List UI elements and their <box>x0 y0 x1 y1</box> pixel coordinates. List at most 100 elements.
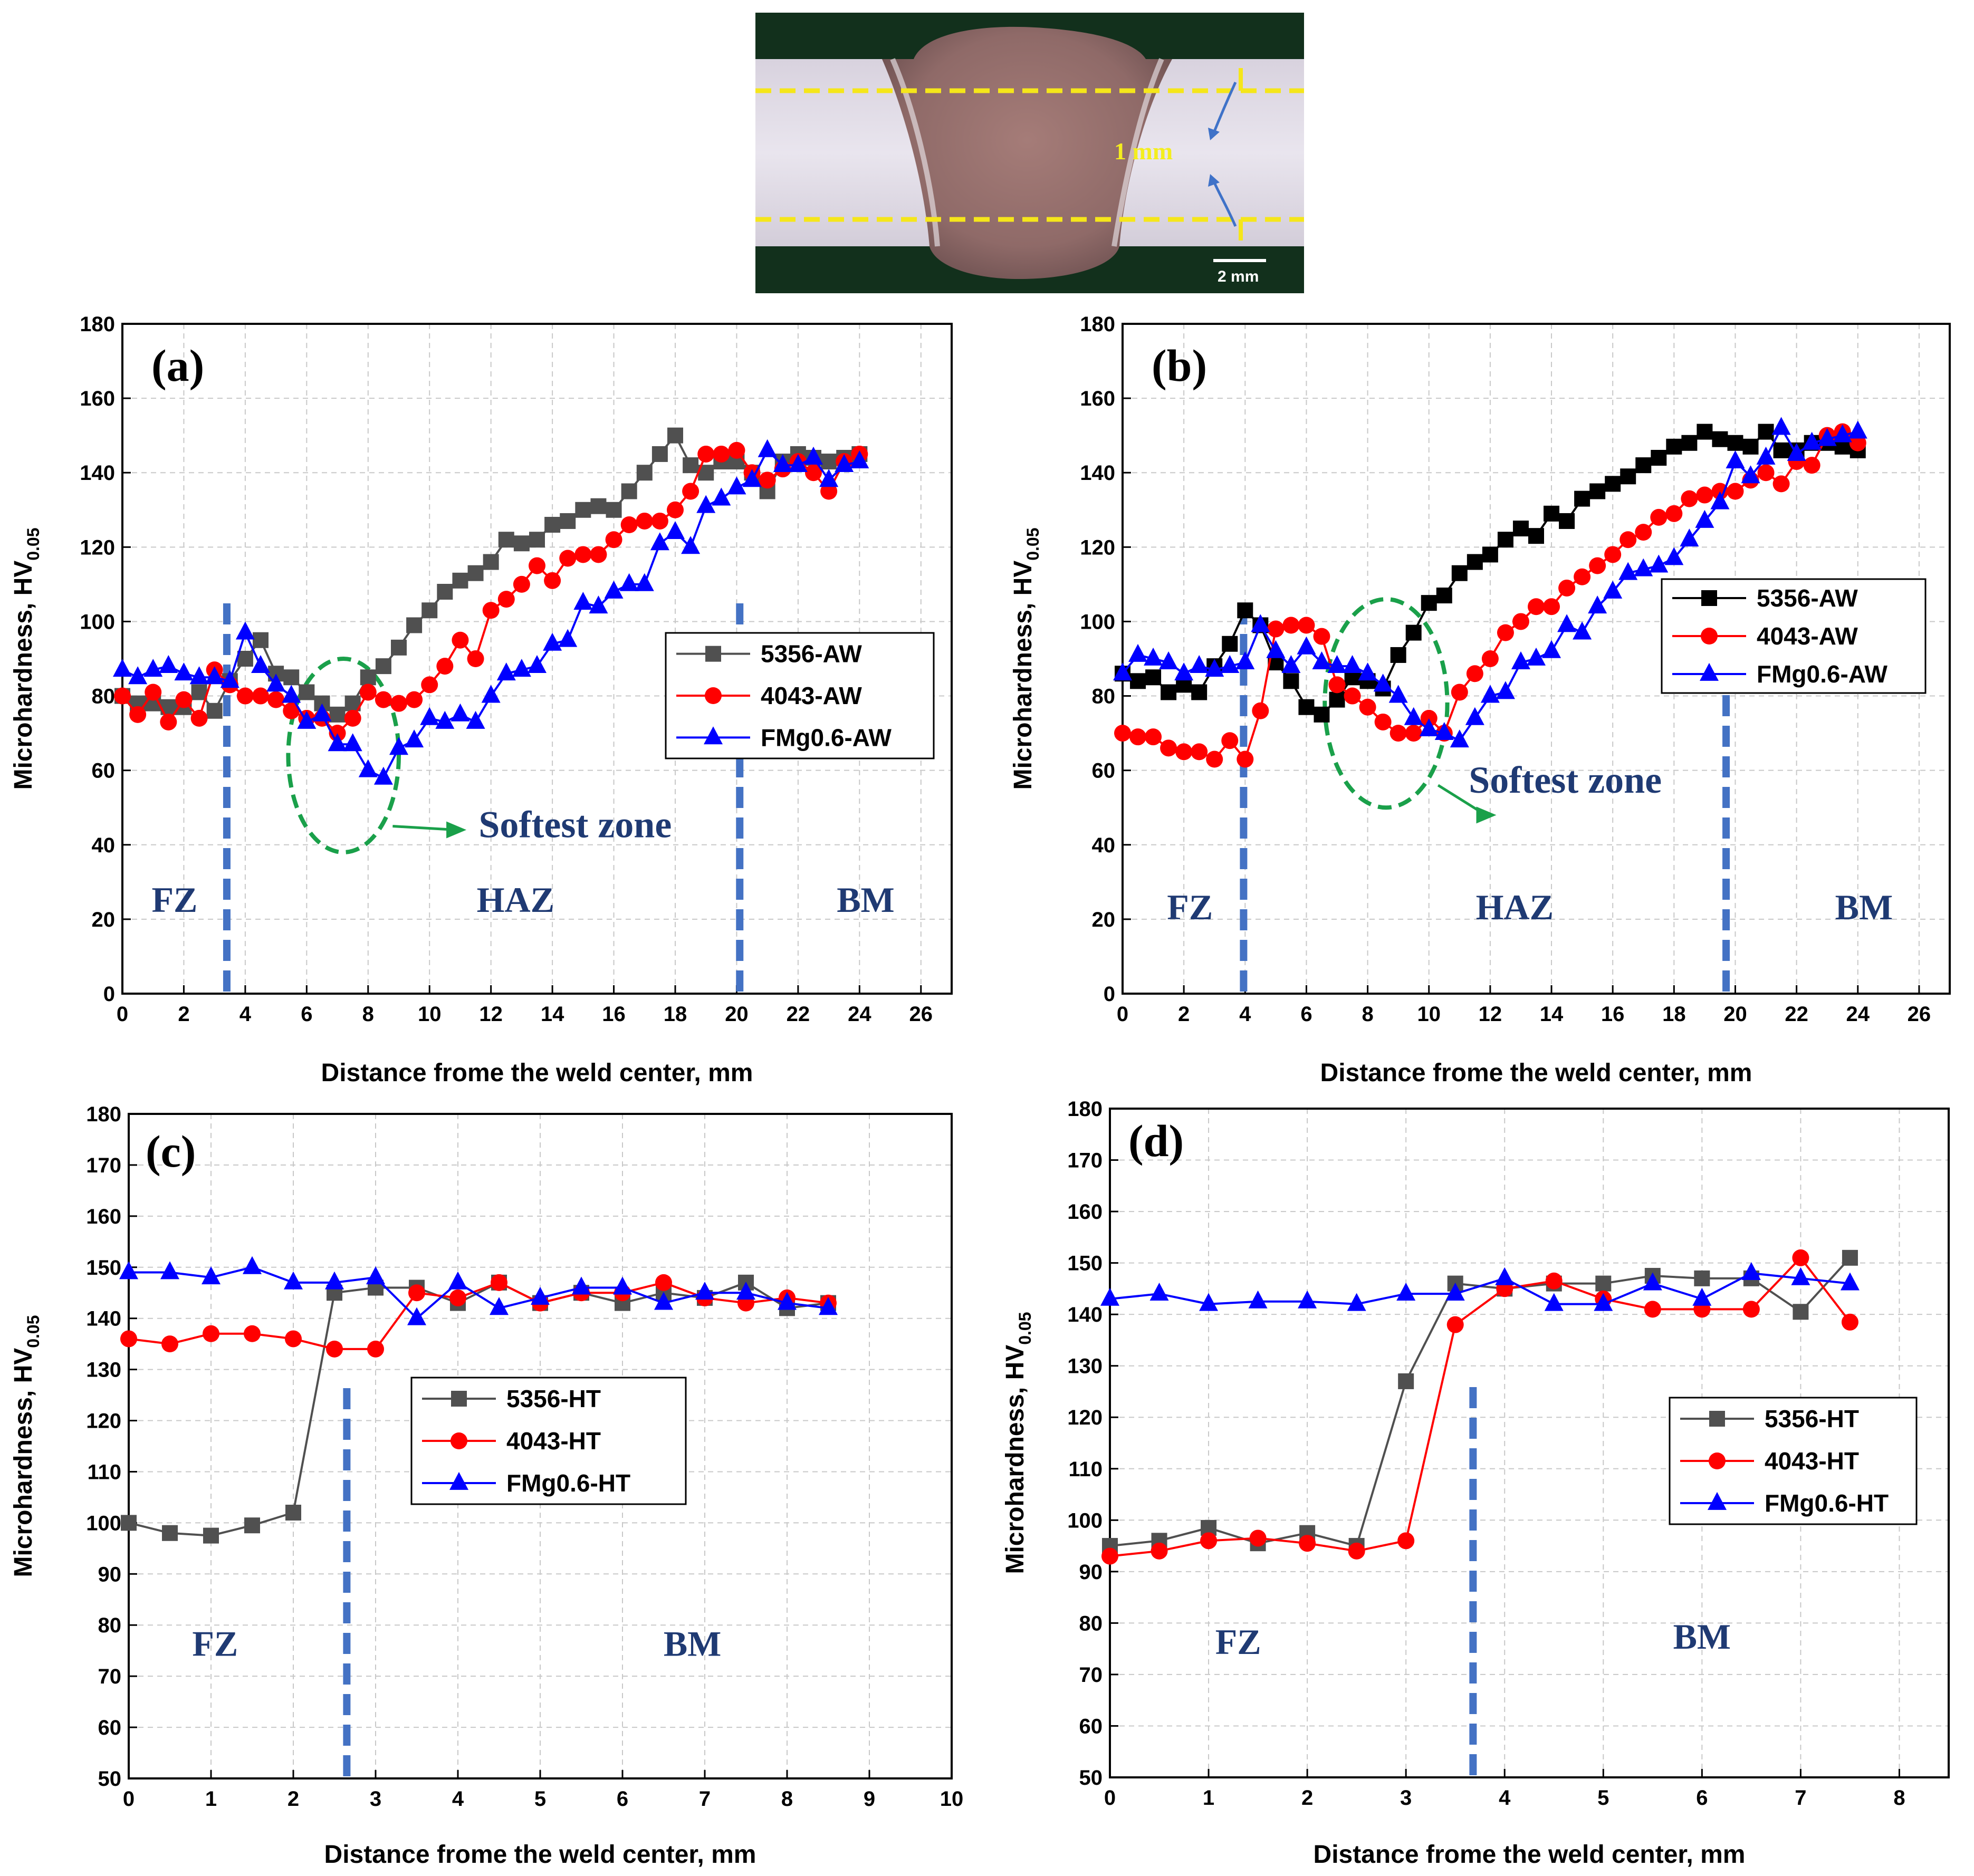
data-point <box>1772 475 1790 493</box>
y-tick-label: 90 <box>1079 1561 1103 1584</box>
data-point <box>1528 528 1544 544</box>
data-point <box>544 572 561 589</box>
data-point <box>1512 613 1529 630</box>
series-FMg0.6-AW <box>1113 417 1867 748</box>
data-point <box>143 659 163 677</box>
data-point <box>1802 431 1822 450</box>
data-point <box>325 1271 344 1290</box>
x-tick-label: 20 <box>725 1003 749 1026</box>
data-point <box>1792 1249 1809 1266</box>
data-point <box>175 691 193 708</box>
data-point <box>1604 546 1622 563</box>
data-point <box>235 621 255 640</box>
legend-marker <box>1709 1452 1726 1469</box>
data-point <box>1635 524 1652 541</box>
data-point <box>1191 684 1208 700</box>
data-point <box>1726 450 1745 468</box>
x-tick-label: 18 <box>664 1003 687 1026</box>
data-point <box>1589 483 1606 499</box>
data-point <box>128 666 148 685</box>
data-point <box>528 655 547 674</box>
x-tick-label: 7 <box>1795 1786 1806 1810</box>
y-tick-label: 110 <box>87 1460 121 1484</box>
data-point <box>1558 579 1576 597</box>
data-point <box>1511 651 1530 669</box>
data-point <box>451 703 470 721</box>
legend-label: 4043-HT <box>506 1427 601 1455</box>
legend-marker <box>704 726 723 745</box>
data-point <box>1298 1290 1317 1309</box>
data-point <box>620 516 638 533</box>
data-point <box>697 445 715 463</box>
data-point <box>437 584 453 600</box>
y-tick-label: 150 <box>86 1256 121 1279</box>
data-point <box>1151 1542 1168 1560</box>
zone-label: BM <box>1835 887 1893 927</box>
data-point <box>448 1271 467 1290</box>
x-tick-label: 14 <box>541 1003 564 1026</box>
data-point <box>421 602 438 619</box>
data-point <box>1696 486 1713 504</box>
data-point <box>1697 424 1713 440</box>
x-tick-label: 9 <box>864 1787 875 1811</box>
data-point <box>1343 655 1362 674</box>
data-point <box>1481 650 1499 667</box>
data-point <box>713 445 730 463</box>
softest-zone-label: Softest zone <box>478 804 672 846</box>
data-point <box>575 502 591 518</box>
weld-macrograph: 1 mm 2 mm <box>755 13 1304 293</box>
data-point <box>820 483 838 500</box>
zone-label: BM <box>1673 1617 1731 1657</box>
legend-marker <box>451 1432 467 1449</box>
data-point <box>1666 438 1682 455</box>
x-tick-label: 5 <box>1597 1786 1609 1810</box>
data-point <box>466 710 485 729</box>
x-tick-label: 0 <box>117 1003 128 1026</box>
y-tick-label: 80 <box>1079 1612 1103 1635</box>
data-point <box>1649 554 1669 573</box>
data-point <box>1314 706 1330 723</box>
softest-zone-arrow <box>392 825 456 832</box>
x-axis-label: Distance frome the weld center, mm <box>1314 1841 1746 1869</box>
x-tick-label: 12 <box>479 1003 503 1026</box>
data-point <box>1404 707 1423 725</box>
data-point <box>1573 621 1592 640</box>
data-point <box>205 666 224 685</box>
data-point <box>373 766 393 785</box>
x-axis-label: Distance frome the weld center, mm <box>1320 1059 1752 1087</box>
zone-label: FZ <box>192 1623 238 1663</box>
data-point <box>1434 722 1454 740</box>
data-point <box>650 532 669 551</box>
data-point <box>490 1297 509 1315</box>
legend-marker <box>1701 628 1718 644</box>
data-point <box>1374 713 1392 730</box>
data-point <box>1849 434 1866 451</box>
legend-label: 4043-AW <box>1757 622 1858 650</box>
data-point <box>1329 691 1345 708</box>
softest-zone-arrowhead <box>446 821 467 839</box>
data-point <box>1742 438 1759 455</box>
data-point <box>1841 1313 1858 1331</box>
x-tick-label: 10 <box>1417 1003 1441 1026</box>
data-point <box>1396 1283 1416 1301</box>
data-point <box>1206 751 1223 768</box>
data-point <box>1545 1272 1563 1290</box>
y-tick-label: 40 <box>92 834 116 857</box>
x-tick-label: 6 <box>1696 1786 1708 1810</box>
data-point <box>1543 598 1560 615</box>
data-point <box>1757 464 1775 482</box>
data-point <box>267 691 285 708</box>
legend-marker <box>1709 1411 1725 1427</box>
data-point <box>1574 568 1591 585</box>
x-tick-label: 4 <box>1239 1003 1251 1026</box>
legend-marker <box>449 1471 468 1490</box>
data-point <box>220 670 239 688</box>
data-point <box>375 691 392 708</box>
data-point <box>605 531 622 549</box>
data-point <box>1390 647 1406 663</box>
data-point <box>491 1274 507 1291</box>
data-point <box>1680 528 1699 547</box>
data-point <box>121 1515 137 1531</box>
data-point <box>244 1517 260 1534</box>
data-point <box>407 1307 426 1325</box>
